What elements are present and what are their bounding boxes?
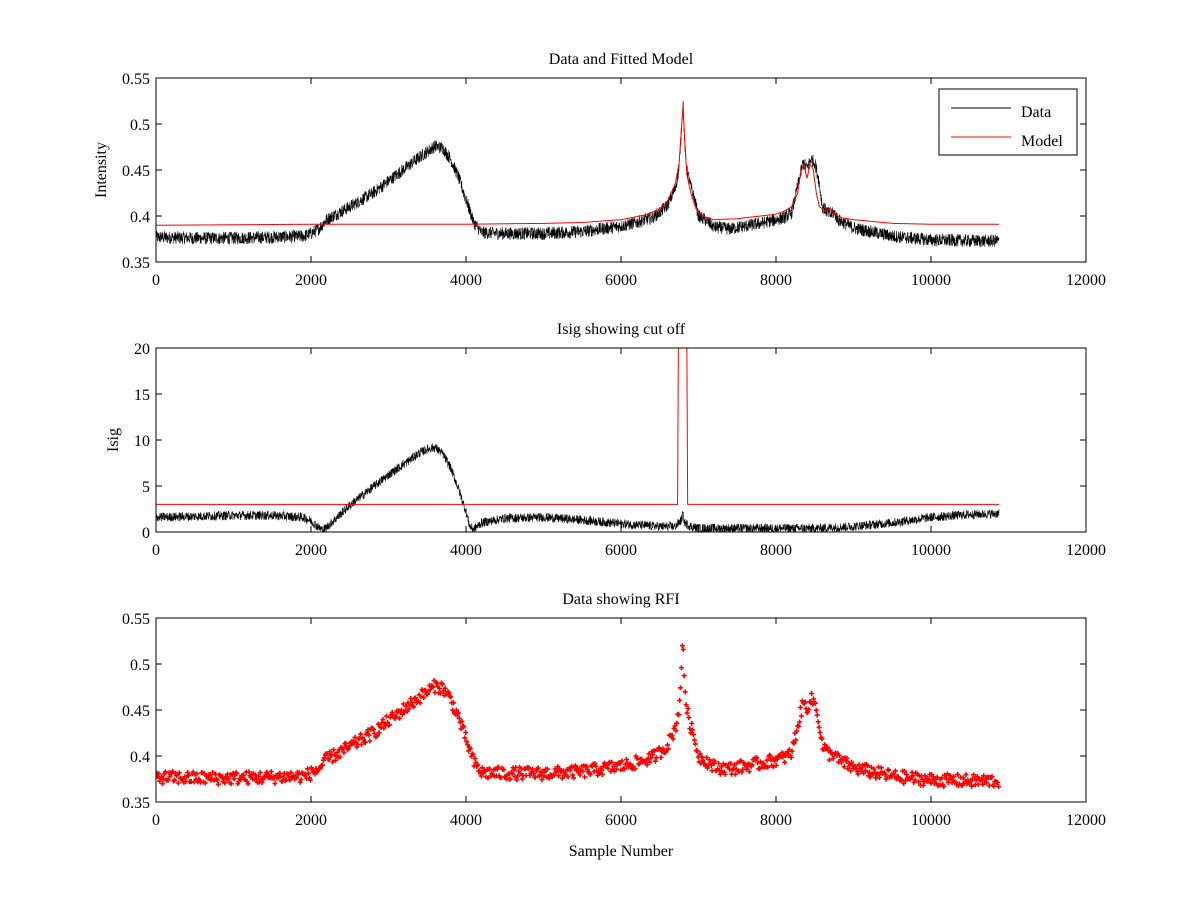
series-line-data [156,100,1000,248]
panel-2-title: Isig showing cut off [557,321,686,338]
legend-box [938,88,1078,156]
x-tick-label: 10000 [911,542,951,559]
panel-2-ylabel: Isig [105,428,122,452]
panel-1-title: Data and Fitted Model [549,51,694,68]
panel-1-series-layer [156,100,1000,248]
x-tick-label: 12000 [1066,812,1106,829]
x-tick-label: 8000 [760,812,792,829]
series-line-model [156,105,1000,226]
x-tick-label: 2000 [295,272,327,289]
y-tick-label: 0.5 [130,657,150,674]
x-tick-label: 6000 [605,812,637,829]
x-tick-label: 2000 [295,542,327,559]
y-tick-label: 0.55 [122,611,150,628]
y-tick-label: 0.35 [122,255,150,272]
panel-1-ticks: 0 2000 4000 6000 8000 10000 12000 0.35 0.4 0.45 0.… [122,71,1106,289]
y-tick-label: 0.35 [122,795,150,812]
y-tick-label: 0.4 [130,209,150,226]
series-line-panel-2-1 [156,348,1000,505]
series-markers-panel-3 [156,643,1002,789]
x-tick-label: 2000 [295,812,327,829]
x-tick-label: 6000 [605,272,637,289]
panel-3-series-layer [156,643,1002,789]
x-tick-label: 4000 [450,542,482,559]
y-tick-label: 0 [142,525,150,542]
y-tick-label: 0.55 [122,71,150,88]
panel-3-title: Data showing RFI [562,591,679,608]
panel-3-xlabel: Sample Number [569,843,674,860]
x-tick-label: 12000 [1066,272,1106,289]
x-tick-label: 10000 [911,812,951,829]
y-tick-label: 0.45 [122,703,150,720]
y-tick-label: 10 [134,433,150,450]
x-tick-label: 0 [152,272,160,289]
x-tick-label: 8000 [760,542,792,559]
panel-isig: 0 2000 4000 6000 8000 10000 12000 0 5 10 15 20 Isig… [105,321,1106,559]
x-tick-label: 0 [152,812,160,829]
panel-1-ylabel: Intensity [93,142,110,198]
y-tick-label: 0.4 [130,749,150,766]
panel-3-ticks: 0 2000 4000 6000 8000 10000 12000 0.35 0.4 0.45 0.… [122,611,1106,829]
series-line-panel-2-0 [156,443,1000,532]
panel-2-ticks: 0 2000 4000 6000 8000 10000 12000 0 5 10 15 20 [134,341,1106,559]
x-tick-label: 12000 [1066,542,1106,559]
panel-data-and-model: 0 2000 4000 6000 8000 10000 12000 0.35 0.4 0.45 0.… [93,51,1106,289]
x-tick-label: 4000 [450,272,482,289]
x-tick-label: 8000 [760,272,792,289]
x-tick-label: 0 [152,542,160,559]
y-tick-label: 0.45 [122,163,150,180]
legend-model-label: Model [1021,133,1063,150]
y-tick-label: 5 [142,479,150,496]
y-tick-label: 0.5 [130,117,150,134]
panel-2-series-layer [156,348,1000,532]
x-tick-label: 10000 [911,272,951,289]
x-tick-label: 4000 [450,812,482,829]
legend-data-label: Data [1021,104,1051,121]
y-tick-label: 15 [134,387,150,404]
panel-rfi: 0 2000 4000 6000 8000 10000 12000 0.35 0.4 0.45 0.… [122,591,1106,860]
panel-1-legend: Data Model [938,88,1078,156]
x-tick-label: 6000 [605,542,637,559]
y-tick-label: 20 [134,341,150,358]
